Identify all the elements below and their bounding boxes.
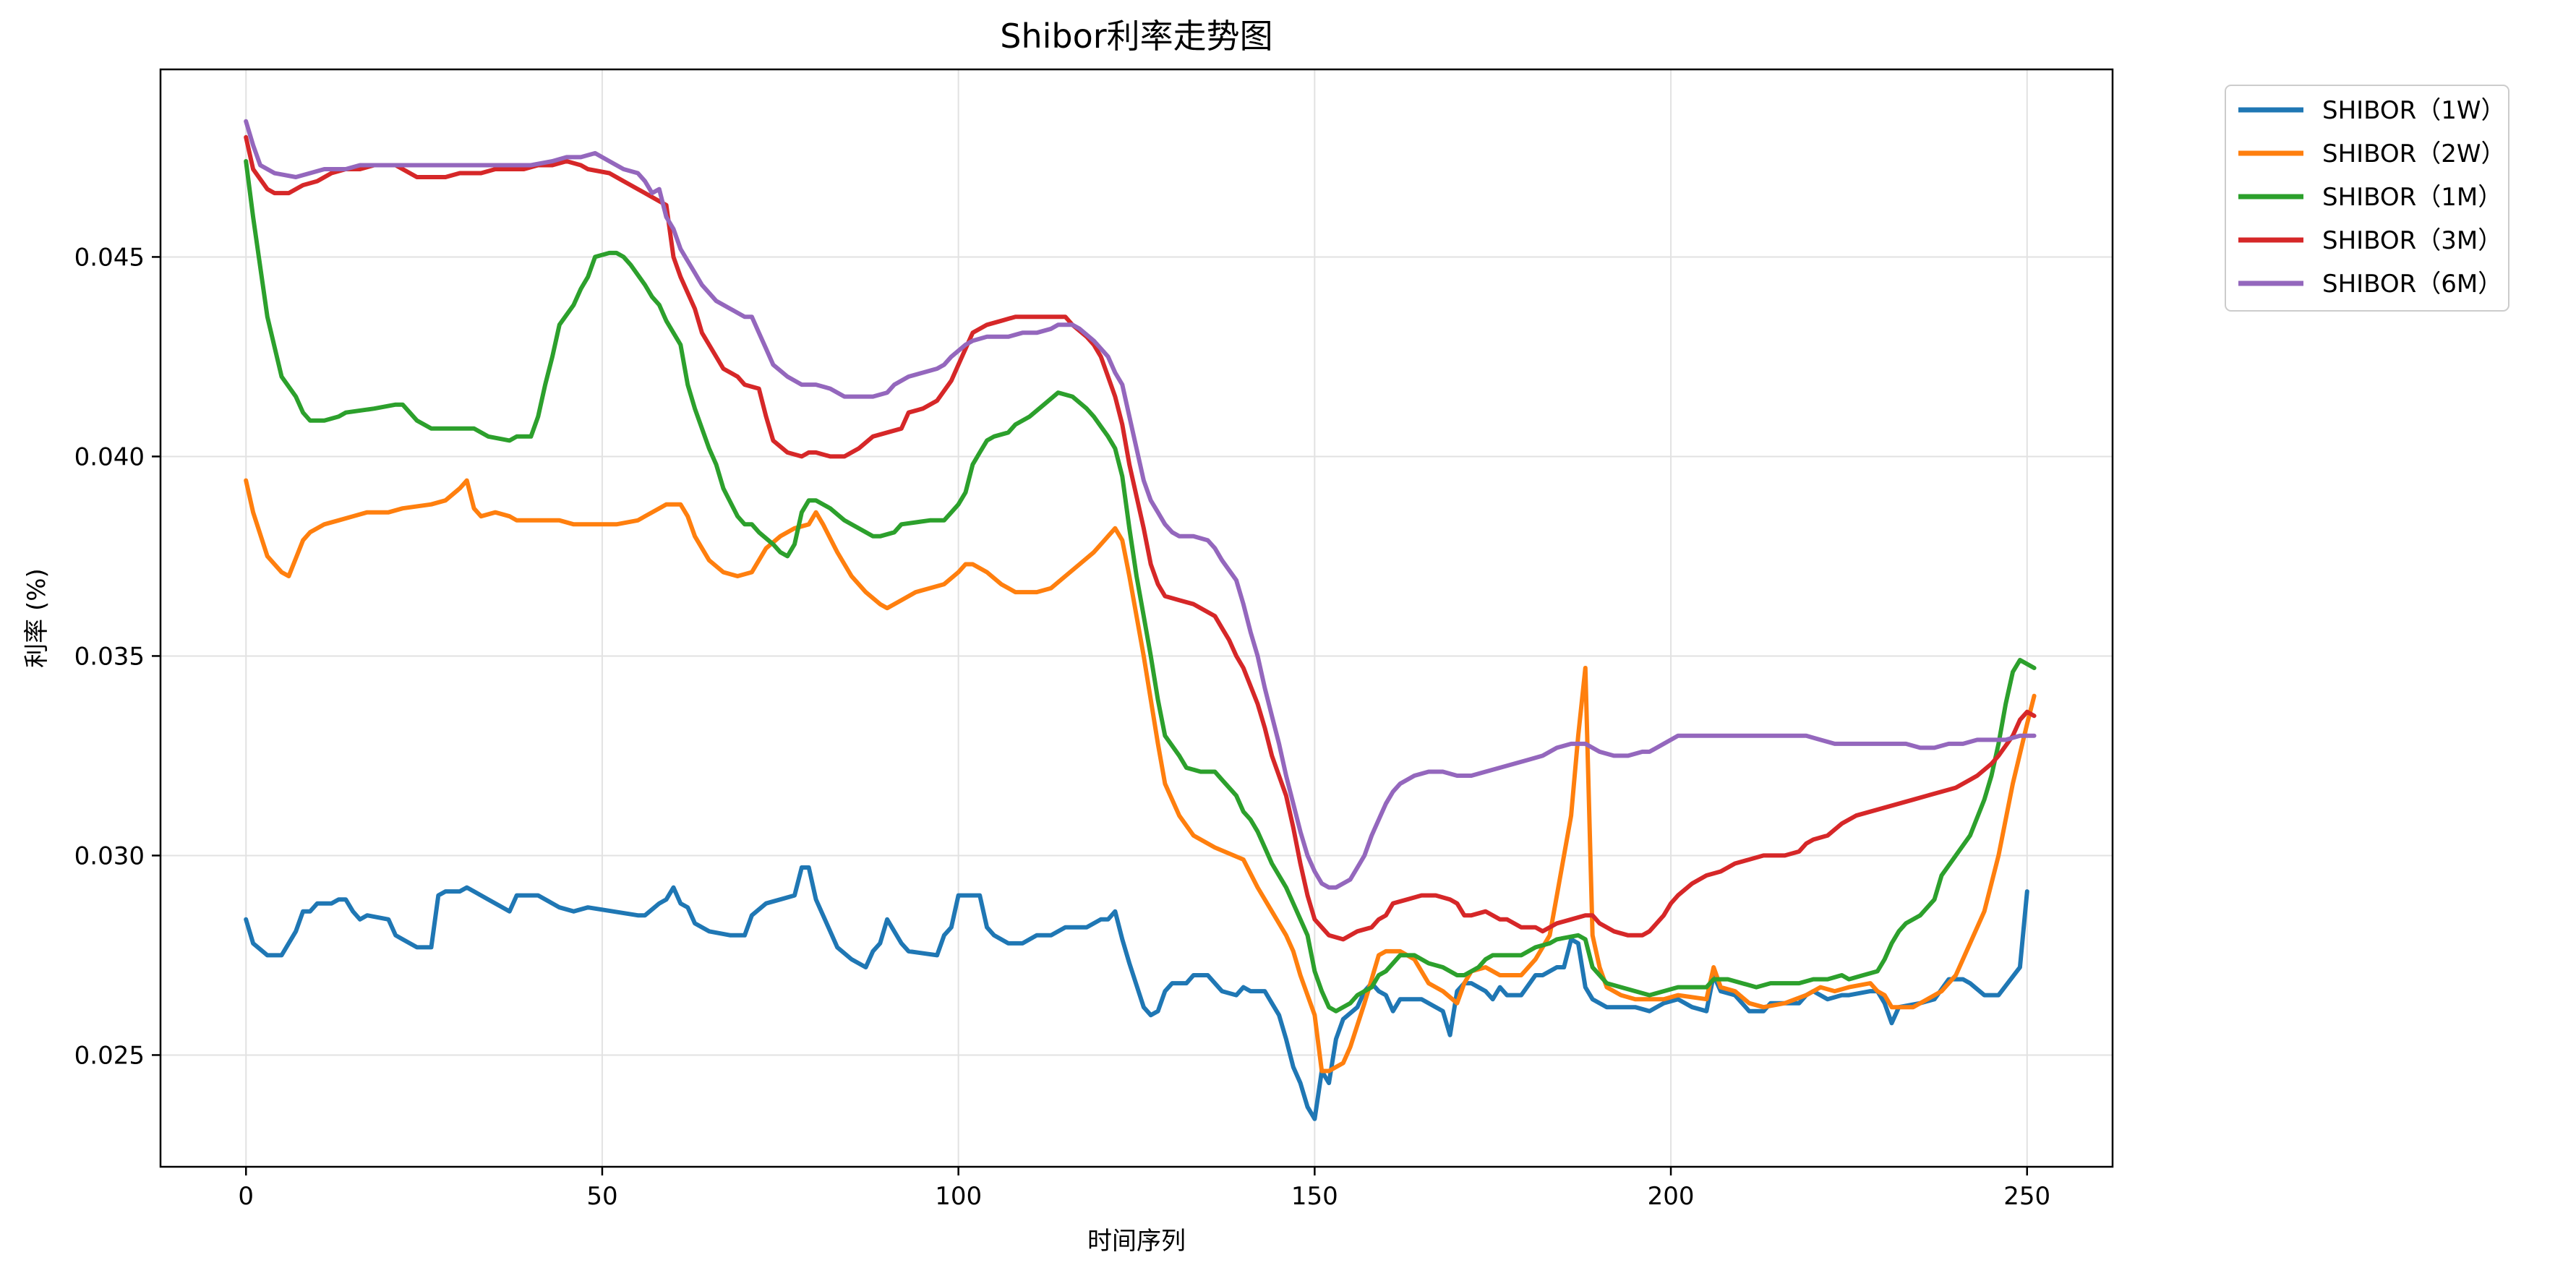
plot-area-frame — [159, 68, 2114, 1168]
legend-label-5: SHIBOR（6M） — [2322, 270, 2502, 299]
series-lines — [244, 119, 2037, 1121]
x-tick-label: 0 — [238, 1182, 254, 1211]
y-tick-label: 0.030 — [74, 841, 145, 870]
chart-title: Shibor利率走势图 — [1000, 17, 1272, 56]
series-line-3 — [244, 159, 2037, 1014]
x-tick-label: 200 — [1648, 1182, 1695, 1211]
legend: SHIBOR（1W） SHIBOR（2W） SHIBOR（1M） SHIBOR（3M）… — [2225, 85, 2509, 312]
x-tick-label: 250 — [2003, 1182, 2050, 1211]
y-tick-label: 0.025 — [74, 1041, 145, 1070]
legend-label-3: SHIBOR（1M） — [2322, 183, 2502, 212]
y-axis-label: 利率 (%) — [22, 568, 51, 668]
legend-box — [2225, 85, 2509, 312]
legend-label-1: SHIBOR（1W） — [2322, 96, 2506, 125]
x-axis: 0 50 100 150 200 250 — [238, 1167, 2050, 1211]
legend-label-4: SHIBOR（3M） — [2322, 226, 2502, 255]
x-tick-label: 100 — [935, 1182, 982, 1211]
x-tick-label: 150 — [1291, 1182, 1338, 1211]
y-tick-label: 0.040 — [74, 442, 145, 471]
y-tick-label: 0.045 — [74, 243, 145, 272]
x-axis-label: 时间序列 — [1087, 1227, 1186, 1256]
series-line-2 — [244, 478, 2037, 1074]
x-tick-label: 50 — [586, 1182, 617, 1211]
y-axis: 0.025 0.030 0.035 0.040 0.045 — [74, 243, 161, 1070]
series-line-4 — [244, 134, 2037, 942]
grid — [161, 69, 2113, 1167]
y-tick-label: 0.035 — [74, 642, 145, 671]
series-line-1 — [244, 865, 2029, 1121]
legend-label-2: SHIBOR（2W） — [2322, 140, 2506, 168]
series-line-5 — [244, 119, 2037, 890]
